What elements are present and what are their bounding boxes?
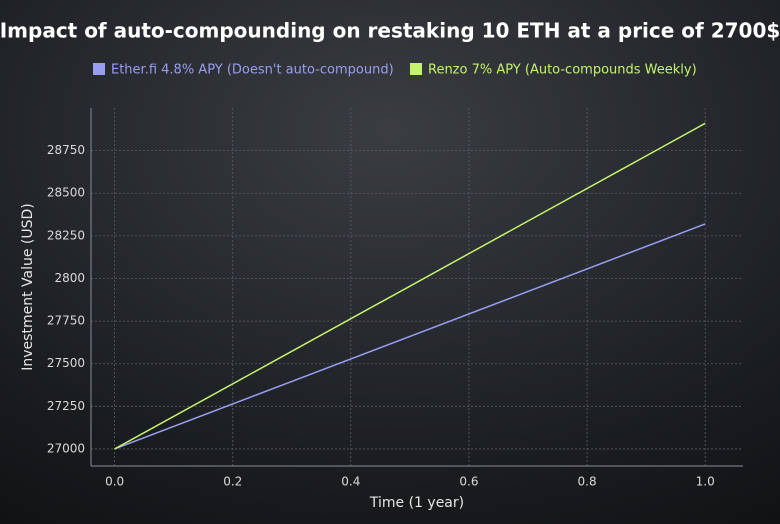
y-tick-label: 2800 (54, 271, 85, 285)
x-tick-label: 0.2 (223, 475, 242, 489)
y-tick-label: 28250 (47, 228, 85, 242)
x-axis-label: Time (1 year) (369, 495, 464, 511)
x-tick-label: 0.6 (459, 475, 478, 489)
x-tick-label: 0.8 (578, 475, 597, 489)
chart-title: Impact of auto-compounding on restaking … (0, 19, 780, 43)
y-tick-label: 27250 (47, 399, 85, 413)
x-tick-label: 1.0 (696, 475, 715, 489)
legend-swatch (410, 63, 422, 75)
y-tick-label: 27750 (47, 314, 85, 328)
legend-label: Renzo 7% APY (Auto-compounds Weekly) (428, 63, 697, 78)
line (114, 223, 706, 450)
y-tick-label: 27500 (47, 356, 85, 370)
legend-label: Ether.fi 4.8% APY (Doesn't auto-compound… (111, 63, 394, 78)
y-axis-label: Investment Value (USD) (20, 203, 36, 370)
x-tick-label: 0.4 (341, 475, 360, 489)
line (114, 122, 706, 450)
legend-swatch (93, 63, 105, 75)
y-tick-label: 28750 (47, 143, 85, 157)
y-tick-label: 27000 (47, 441, 85, 455)
x-tick-label: 0.0 (105, 475, 124, 489)
y-tick-label: 28500 (47, 186, 85, 200)
